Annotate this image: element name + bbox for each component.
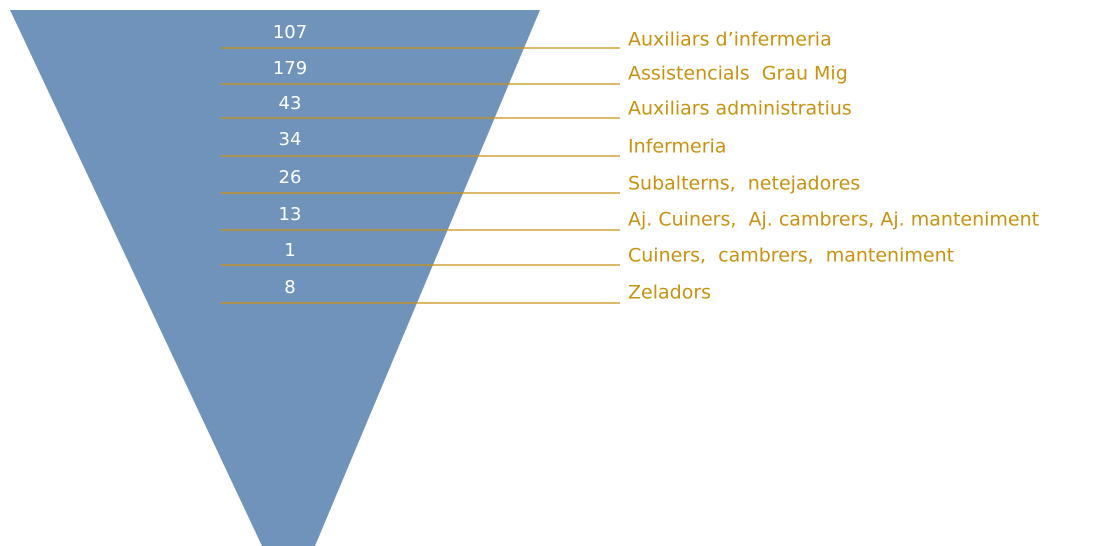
value-label: 1 — [284, 240, 295, 261]
value-label: 179 — [273, 58, 307, 79]
category-label: Assistencials Grau Mig — [628, 63, 848, 85]
category-label: Subalterns, netejadores — [628, 173, 860, 195]
category-label: Cuiners, cambrers, manteniment — [628, 245, 954, 267]
funnel-triangle — [10, 10, 540, 546]
category-label: Zeladors — [628, 282, 711, 304]
rows: 107 Auxiliars d’infermeria 179 Assistencial… — [220, 22, 1039, 304]
value-label: 8 — [284, 277, 295, 298]
value-label: 13 — [279, 204, 302, 225]
category-label: Auxiliars d’infermeria — [628, 29, 832, 51]
value-label: 43 — [279, 93, 302, 114]
category-label: Auxiliars administratius — [628, 98, 852, 120]
category-label: Aj. Cuiners, Aj. cambrers, Aj. mantenime… — [628, 209, 1039, 231]
category-label: Infermeria — [628, 136, 726, 158]
value-label: 26 — [279, 167, 302, 188]
value-label: 107 — [273, 22, 307, 43]
value-label: 34 — [279, 129, 302, 150]
